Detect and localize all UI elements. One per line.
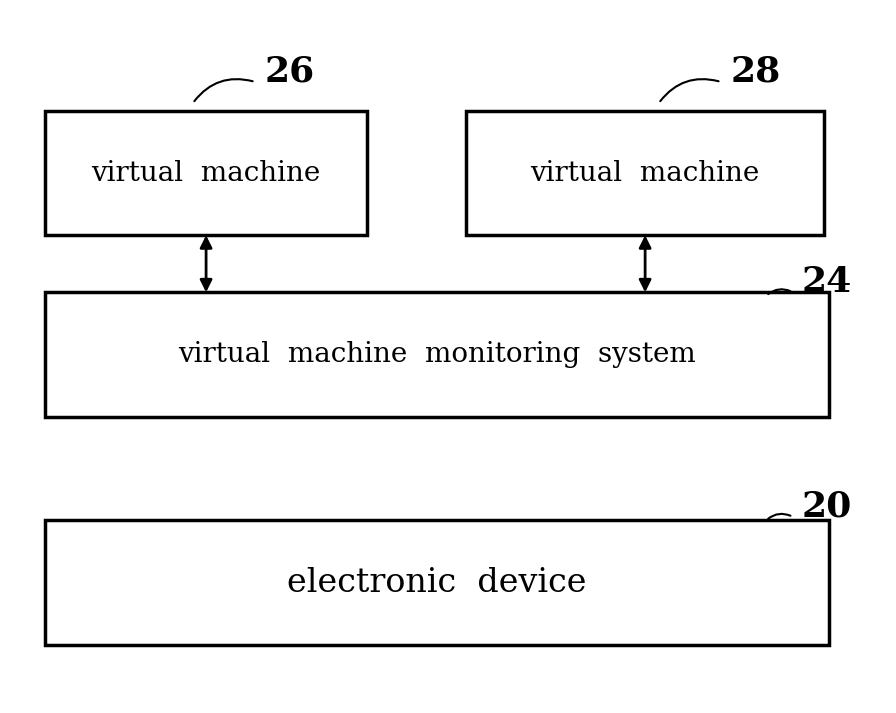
- Text: 26: 26: [264, 54, 314, 88]
- Text: virtual  machine: virtual machine: [91, 160, 321, 187]
- Bar: [45, 292, 829, 417]
- Text: electronic  device: electronic device: [287, 567, 587, 599]
- Text: 20: 20: [802, 489, 852, 523]
- Text: virtual  machine: virtual machine: [530, 160, 760, 187]
- Text: virtual  machine  monitoring  system: virtual machine monitoring system: [178, 342, 695, 368]
- Bar: [45, 111, 367, 235]
- Text: 28: 28: [730, 54, 780, 88]
- Text: 24: 24: [802, 265, 852, 299]
- Bar: [45, 520, 829, 645]
- Bar: [466, 111, 824, 235]
